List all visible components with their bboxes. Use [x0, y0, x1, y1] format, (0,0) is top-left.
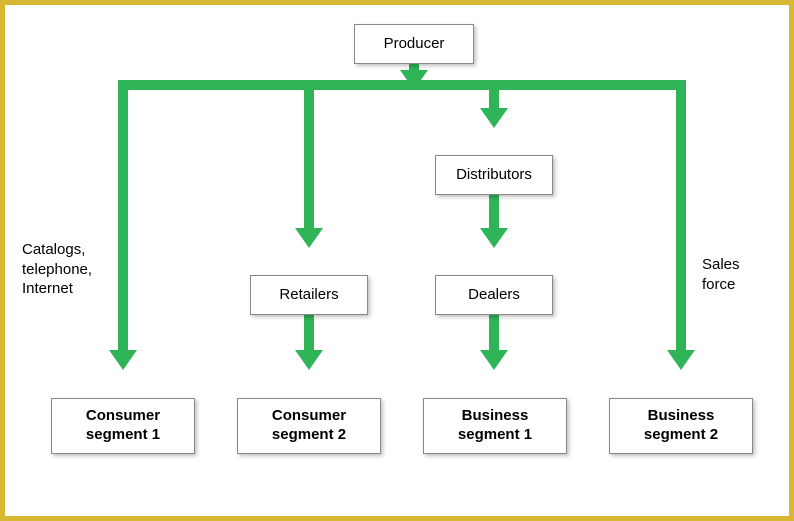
- diagram-frame: Producer Distributors Retailers Dealers …: [0, 0, 794, 521]
- node-business-segment-1: Businesssegment 1: [423, 398, 567, 454]
- node-retailers: Retailers: [250, 275, 368, 315]
- label-right-text: Salesforce: [702, 256, 740, 293]
- arrow-bus-to-retailers: [309, 85, 414, 228]
- label-left-text: Catalogs,telephone,Internet: [22, 241, 92, 297]
- node-dealers-label: Dealers: [468, 286, 520, 305]
- node-cons1-label: Consumersegment 1: [86, 407, 160, 445]
- node-distributors: Distributors: [435, 155, 553, 195]
- node-consumer-segment-2: Consumersegment 2: [237, 398, 381, 454]
- label-catalogs-telephone-internet: Catalogs,telephone,Internet: [22, 240, 112, 299]
- label-sales-force: Salesforce: [702, 255, 762, 294]
- node-distributors-label: Distributors: [456, 166, 532, 185]
- node-retailers-label: Retailers: [279, 286, 338, 305]
- node-business-segment-2: Businesssegment 2: [609, 398, 753, 454]
- node-biz1-label: Businesssegment 1: [458, 407, 532, 445]
- node-consumer-segment-1: Consumersegment 1: [51, 398, 195, 454]
- node-producer-label: Producer: [384, 35, 445, 54]
- node-producer: Producer: [354, 24, 474, 64]
- node-cons2-label: Consumersegment 2: [272, 407, 346, 445]
- node-biz2-label: Businesssegment 2: [644, 407, 718, 445]
- node-dealers: Dealers: [435, 275, 553, 315]
